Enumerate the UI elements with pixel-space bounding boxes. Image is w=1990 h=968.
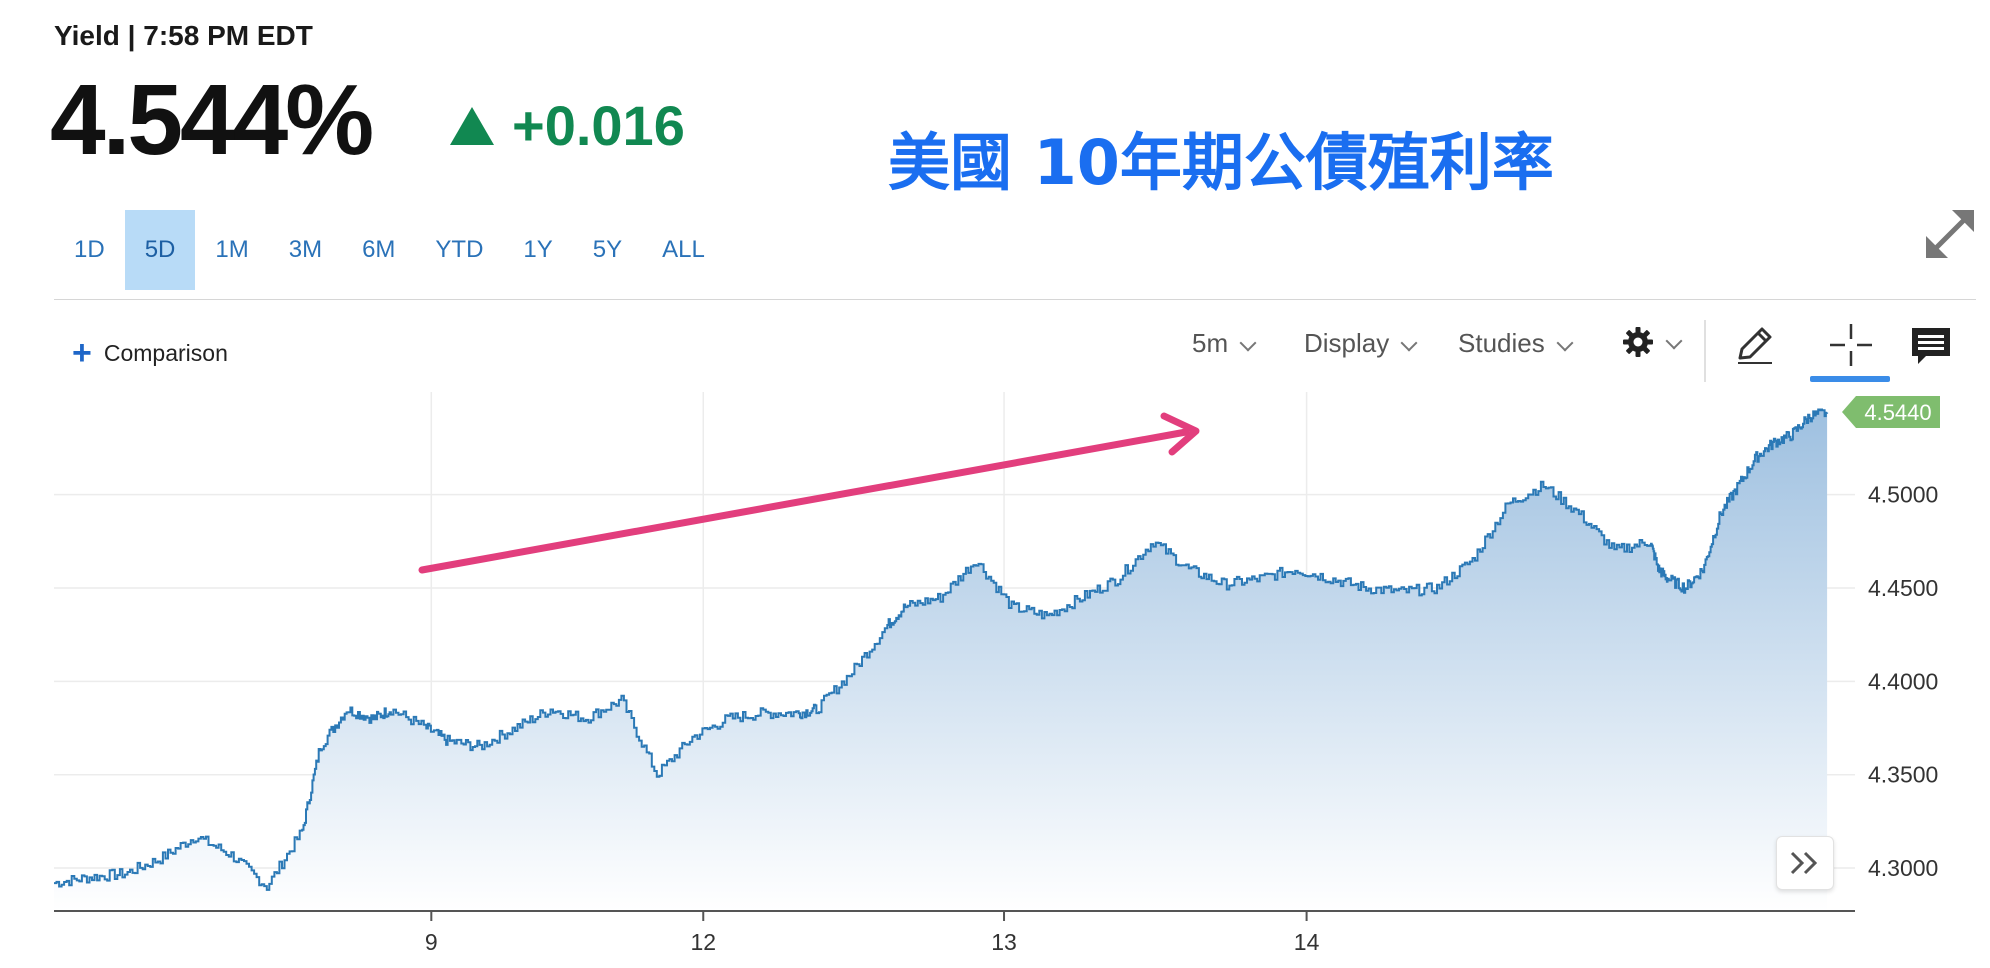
range-1y[interactable]: 1Y — [523, 236, 553, 263]
crosshair-icon[interactable] — [1826, 320, 1876, 370]
series-area — [54, 409, 1828, 911]
up-triangle-icon — [450, 107, 494, 145]
trend-arrow — [418, 412, 1200, 574]
range-3m[interactable]: 3M — [288, 236, 323, 263]
x-tick-label: 9 — [425, 929, 438, 955]
gear-icon — [1623, 327, 1653, 357]
comparison-button[interactable]: + Comparison — [72, 336, 228, 370]
price-change: +0.016 — [450, 98, 685, 154]
expand-arrows-icon[interactable] — [1922, 206, 1978, 262]
chevron-down-icon — [1239, 334, 1257, 351]
toolbar-separator — [1704, 320, 1706, 382]
y-tick-label: 4.4000 — [1868, 668, 1938, 694]
range-6m[interactable]: 6M — [362, 236, 396, 263]
chevron-down-icon — [1556, 334, 1574, 351]
series-line — [54, 408, 1829, 891]
chat-bubble-icon[interactable] — [1906, 320, 1956, 370]
change-value: +0.016 — [512, 94, 685, 157]
range-5y[interactable]: 5Y — [592, 236, 623, 263]
plus-icon: + — [72, 334, 92, 372]
range-1m[interactable]: 1M — [215, 236, 249, 263]
scroll-forward-button[interactable] — [1776, 836, 1834, 890]
x-tick-label: 14 — [1294, 929, 1320, 955]
double-chevron-right-icon — [1790, 851, 1818, 875]
divider — [54, 299, 1976, 300]
active-tool-indicator — [1810, 376, 1890, 382]
quote-title: Yield | 7:58 PM EDT — [54, 20, 313, 51]
last-price-label: 4.5440 — [1864, 400, 1931, 425]
y-tick-label: 4.3500 — [1868, 762, 1938, 788]
y-tick-label: 4.4500 — [1868, 575, 1938, 601]
interval-label: 5m — [1192, 328, 1229, 358]
studies-label: Studies — [1458, 328, 1545, 358]
y-tick-label: 4.3000 — [1868, 855, 1938, 881]
chevron-down-icon — [1400, 334, 1418, 351]
range-selector: 1D 5D 1M 3M 6M YTD 1Y 5Y ALL — [54, 210, 725, 290]
range-all[interactable]: ALL — [662, 236, 705, 263]
y-tick-label: 4.5000 — [1868, 482, 1938, 508]
range-5d[interactable]: 5D — [124, 210, 196, 290]
studies-dropdown[interactable]: Studies — [1458, 328, 1574, 359]
pencil-icon[interactable] — [1730, 320, 1780, 370]
display-dropdown[interactable]: Display — [1304, 328, 1418, 359]
chevron-down-icon — [1665, 332, 1683, 350]
x-tick-label: 12 — [690, 929, 716, 955]
yield-price: 4.544% — [50, 64, 374, 176]
interval-dropdown[interactable]: 5m — [1192, 328, 1257, 359]
range-ytd[interactable]: YTD — [435, 236, 484, 263]
x-tick-label: 13 — [991, 929, 1017, 955]
comparison-label: Comparison — [103, 339, 228, 366]
settings-dropdown[interactable] — [1622, 326, 1683, 358]
range-1d[interactable]: 1D — [74, 236, 105, 263]
last-price-tag: 4.5440 — [1842, 396, 1940, 428]
headline-annotation: 美國 10年期公債殖利率 — [888, 126, 1554, 199]
display-label: Display — [1304, 328, 1390, 358]
